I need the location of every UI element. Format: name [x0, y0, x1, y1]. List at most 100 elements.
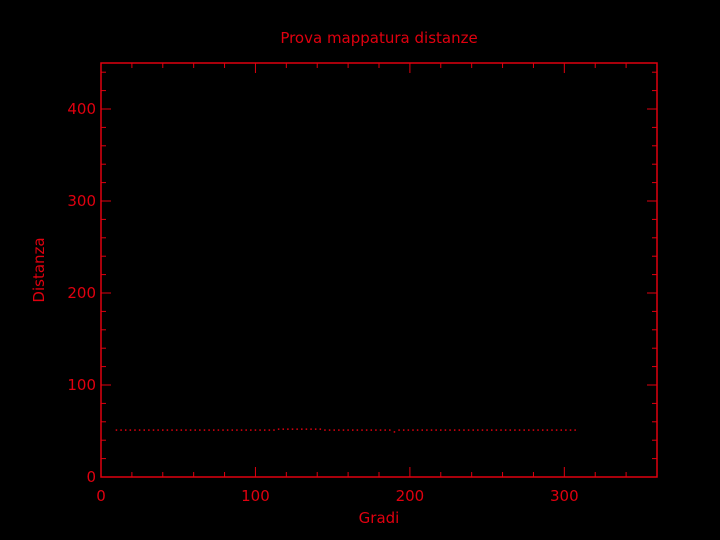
- data-point: [324, 429, 326, 431]
- data-point: [569, 429, 572, 431]
- data-point: [212, 429, 215, 431]
- x-tick-label: 200: [396, 487, 425, 505]
- data-point: [296, 428, 298, 430]
- data-point: [143, 429, 145, 431]
- y-axis-label: Distanza: [30, 237, 48, 302]
- data-point: [528, 429, 530, 431]
- data-point: [555, 429, 558, 431]
- data-point: [208, 429, 210, 431]
- data-point: [463, 429, 465, 431]
- data-point: [518, 429, 521, 431]
- data-point: [412, 429, 414, 431]
- data-point: [537, 429, 539, 431]
- chart-title: Prova mappatura distanze: [280, 29, 477, 47]
- y-tick-label: 300: [67, 192, 96, 210]
- data-point: [370, 429, 373, 431]
- data-point: [384, 429, 386, 431]
- data-point: [523, 429, 525, 431]
- data-point: [287, 428, 289, 430]
- data-point: [486, 429, 488, 431]
- data-point: [393, 431, 396, 433]
- data-point: [254, 429, 257, 431]
- data-point: [115, 429, 118, 431]
- data-point: [458, 429, 461, 431]
- data-point: [333, 429, 335, 431]
- data-point: [134, 429, 136, 431]
- data-point: [435, 429, 437, 431]
- y-tick-label: 400: [67, 100, 96, 118]
- data-point: [365, 429, 368, 431]
- data-point: [504, 429, 507, 431]
- data-point: [426, 429, 428, 431]
- data-point: [421, 429, 423, 431]
- data-point: [328, 429, 331, 431]
- data-point: [472, 429, 474, 431]
- data-point: [222, 429, 224, 431]
- data-point: [152, 429, 155, 431]
- data-point: [467, 429, 470, 431]
- data-point: [185, 429, 187, 431]
- data-point: [203, 429, 206, 431]
- data-point: [416, 429, 419, 431]
- axis-ticks: 0 100 200 300 0 100 200 300 400: [67, 63, 658, 505]
- data-point: [194, 429, 196, 431]
- data-point: [351, 429, 354, 431]
- data-point: [560, 429, 562, 431]
- data-point: [245, 429, 247, 431]
- data-point: [444, 429, 447, 431]
- data-point: [277, 428, 280, 430]
- data-point: [379, 429, 382, 431]
- data-point: [495, 429, 498, 431]
- data-point: [148, 429, 150, 431]
- data-point: [532, 429, 535, 431]
- data-point: [375, 429, 377, 431]
- data-point: [189, 429, 192, 431]
- x-axis-label: Gradi: [359, 509, 400, 527]
- data-point: [551, 429, 553, 431]
- data-point: [338, 429, 340, 431]
- x-tick-label: 300: [550, 487, 579, 505]
- data-point: [389, 429, 391, 431]
- data-point: [481, 429, 484, 431]
- data-point: [398, 429, 400, 431]
- data-point: [273, 429, 275, 431]
- data-point: [565, 429, 567, 431]
- data-point: [356, 429, 359, 431]
- data-point: [180, 429, 183, 431]
- data-point: [240, 429, 243, 431]
- data-point: [407, 429, 410, 431]
- data-point: [509, 429, 512, 431]
- y-tick-label: 200: [67, 284, 96, 302]
- data-point: [319, 428, 322, 430]
- data-point: [171, 429, 173, 431]
- data-point: [259, 429, 261, 431]
- data-point: [268, 429, 271, 431]
- data-point: [124, 429, 127, 431]
- data-point: [175, 429, 178, 431]
- data-point: [314, 428, 317, 430]
- data-point: [490, 429, 493, 431]
- data-point: [199, 429, 201, 431]
- data-point: [166, 429, 169, 431]
- data-point: [500, 429, 502, 431]
- data-point: [347, 429, 349, 431]
- y-tick-label: 0: [86, 468, 96, 486]
- data-point: [541, 429, 544, 431]
- data-point: [291, 428, 294, 430]
- data-point: [138, 429, 141, 431]
- data-point: [236, 429, 238, 431]
- data-point: [574, 429, 576, 431]
- data-point: [477, 429, 479, 431]
- data-point: [129, 429, 132, 431]
- data-point: [250, 429, 252, 431]
- data-point: [440, 429, 442, 431]
- data-point: [301, 428, 303, 430]
- data-point: [120, 429, 122, 431]
- data-point: [305, 428, 308, 430]
- data-points: [115, 428, 576, 433]
- data-point: [402, 429, 405, 431]
- y-tick-label: 100: [67, 376, 96, 394]
- x-tick-label: 0: [96, 487, 106, 505]
- data-point: [310, 428, 312, 430]
